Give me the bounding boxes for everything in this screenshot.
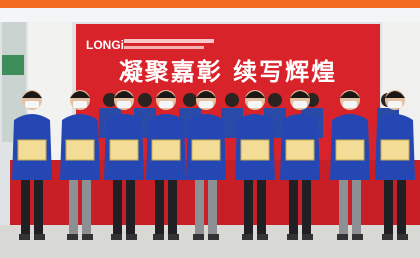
certificate (152, 140, 180, 160)
mask (293, 101, 307, 108)
ceiling (0, 8, 420, 22)
mask (25, 101, 39, 108)
certificate (110, 140, 138, 160)
back-head (138, 93, 152, 107)
shoe (126, 234, 137, 240)
shoe (168, 234, 179, 240)
back-head (225, 93, 239, 107)
shoe (382, 234, 393, 240)
banner-slogan: 凝聚嘉彰 续写辉煌 (119, 58, 337, 86)
company-subline (124, 46, 204, 49)
certificate (241, 140, 269, 160)
mask (117, 101, 131, 108)
certificate (286, 140, 314, 160)
company-name-line (124, 39, 214, 43)
shoe (67, 234, 78, 240)
photo-scene: LONGi 凝聚嘉彰 续写辉煌 (0, 0, 420, 258)
certificate (336, 140, 364, 160)
mask (199, 101, 213, 108)
mask (73, 101, 87, 108)
shoe (352, 234, 363, 240)
shoe (111, 234, 122, 240)
certificate (192, 140, 220, 160)
shoe (302, 234, 313, 240)
mask (388, 101, 402, 108)
shoe (19, 234, 30, 240)
certificate (381, 140, 409, 160)
mask (248, 101, 262, 108)
green-sign (2, 55, 24, 75)
certificate (66, 140, 94, 160)
shoe (242, 234, 253, 240)
shoe (34, 234, 45, 240)
shoe (82, 234, 93, 240)
back-head (268, 93, 282, 107)
back-head (183, 93, 197, 107)
shoe (257, 234, 268, 240)
mask (159, 101, 173, 108)
mask (343, 101, 357, 108)
shoe (397, 234, 408, 240)
shoe (208, 234, 219, 240)
shoe (153, 234, 164, 240)
logo-text: LONGi (86, 38, 124, 52)
shoe (193, 234, 204, 240)
certificate (18, 140, 46, 160)
shoe (287, 234, 298, 240)
top-strip (0, 0, 420, 8)
shoe (337, 234, 348, 240)
